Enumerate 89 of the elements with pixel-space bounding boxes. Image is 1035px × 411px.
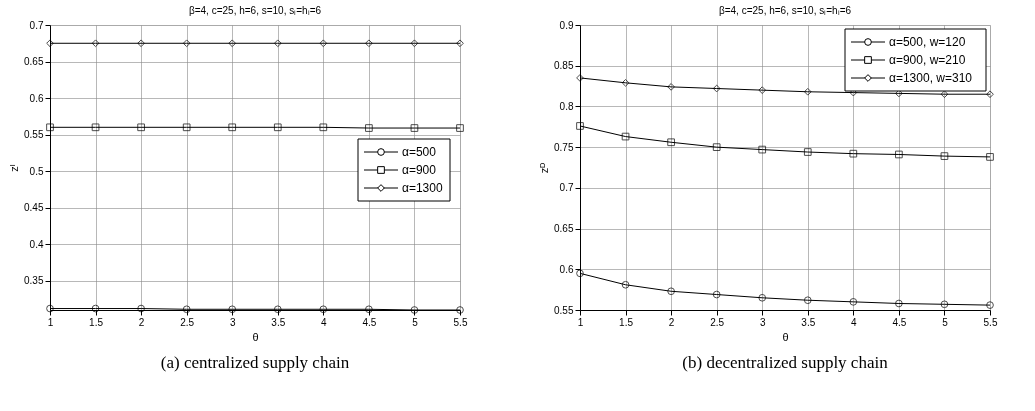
point: [621, 132, 630, 141]
chart-title: β=4, c=25, h=6, s=10, sₗ=hₗ=6: [188, 5, 322, 16]
point: [667, 138, 675, 147]
y-axis-title: zᴰ: [538, 162, 551, 174]
x-tick-label: 5: [942, 316, 949, 328]
x-tick-label: 3: [229, 316, 236, 328]
y-tick-label: 0.55: [24, 129, 44, 141]
point: [137, 123, 145, 132]
x-tick-label: 2.5: [710, 316, 725, 328]
point: [365, 124, 373, 132]
x-tick-label: 5: [412, 316, 419, 328]
y-tick-label: 0.6: [559, 263, 574, 275]
point: [803, 296, 812, 305]
point: [849, 298, 858, 306]
point: [895, 150, 903, 159]
point: [940, 152, 949, 160]
point: [182, 305, 191, 314]
y-tick-label: 0.8: [559, 100, 574, 112]
y-tick-label: 0.55: [554, 304, 574, 316]
x-tick-label: 1.5: [89, 316, 104, 328]
x-axis-title: θ: [782, 330, 789, 343]
point: [137, 304, 145, 313]
point: [273, 305, 282, 314]
x-tick-label: 4: [851, 316, 858, 328]
legend-label: α=500, w=120: [889, 35, 966, 49]
point: [228, 123, 237, 132]
point: [576, 122, 584, 130]
y-tick-label: 0.65: [24, 56, 44, 68]
point: [273, 123, 282, 132]
y-tick-label: 0.45: [24, 202, 44, 214]
text: (b) decentralized supply chain: [682, 353, 889, 372]
point: [456, 124, 464, 132]
x-tick-label: 2.5: [180, 316, 195, 328]
point: [849, 149, 858, 158]
point: [319, 123, 328, 132]
x-tick-label: 1: [577, 316, 584, 328]
point: [940, 300, 949, 309]
point: [410, 39, 419, 48]
legend-label: α=1300, w=310: [889, 71, 973, 85]
x-tick-label: 4: [321, 316, 328, 328]
point: [182, 123, 191, 132]
point: [986, 301, 994, 309]
x-axis-title: θ: [252, 330, 259, 343]
point: [621, 280, 630, 289]
point: [576, 269, 584, 278]
legend-label: α=900, w=210: [889, 53, 966, 67]
text: (a) centralized supply chain: [160, 353, 350, 372]
point: [91, 123, 100, 132]
x-tick-label: 1.5: [619, 316, 634, 328]
x-tick-label: 1: [47, 316, 54, 328]
y-axis-title: zᴵ: [8, 164, 21, 172]
y-tick-label: 0.5: [29, 165, 44, 177]
point: [365, 305, 373, 314]
point: [803, 148, 812, 156]
x-tick-label: 5.5: [453, 316, 468, 328]
legend-label: α=1300: [402, 181, 443, 195]
y-tick-label: 0.6: [29, 92, 44, 104]
point: [410, 124, 419, 132]
legend-label: α=500: [402, 145, 437, 159]
y-tick-label: 0.4: [29, 238, 44, 250]
x-tick-label: 3.5: [271, 316, 286, 328]
y-tick-label: 0.7: [29, 19, 44, 31]
point: [986, 153, 994, 161]
point: [712, 290, 721, 299]
point: [410, 306, 419, 314]
x-tick-label: 4.5: [362, 316, 377, 328]
point: [895, 299, 903, 308]
point: [319, 305, 328, 314]
chart-title: β=4, c=25, h=6, s=10, sₗ=hₗ=6: [718, 5, 852, 16]
point: [712, 143, 721, 151]
y-tick-label: 0.7: [559, 182, 574, 194]
y-tick-label: 0.75: [554, 141, 574, 153]
x-tick-label: 3.5: [801, 316, 816, 328]
point: [758, 145, 767, 154]
x-tick-label: 4.5: [892, 316, 907, 328]
x-tick-label: 2: [668, 316, 675, 328]
point: [758, 293, 767, 302]
x-tick-label: 3: [759, 316, 766, 328]
y-tick-label: 0.65: [554, 223, 574, 235]
point: [667, 287, 675, 296]
y-tick-label: 0.35: [24, 275, 44, 287]
x-tick-label: 5.5: [983, 316, 998, 328]
y-tick-label: 0.9: [559, 19, 574, 31]
legend-label: α=900: [402, 163, 437, 177]
x-tick-label: 2: [138, 316, 145, 328]
point: [228, 305, 237, 314]
point: [91, 39, 100, 48]
y-tick-label: 0.85: [554, 60, 574, 72]
point: [46, 123, 54, 132]
